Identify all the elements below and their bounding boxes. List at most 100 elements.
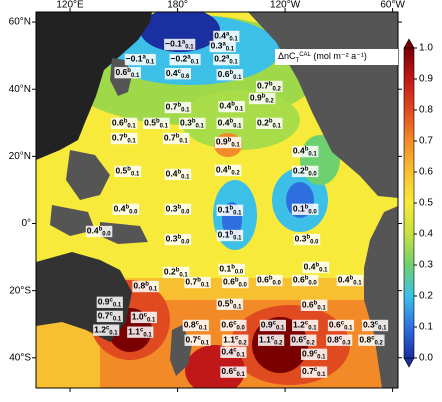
annotation-box [124, 53, 156, 66]
annotation-text: 0.7b0.1 [164, 133, 189, 144]
title-unit: (mol m⁻² a⁻¹) [311, 51, 367, 61]
annotation-sup: c [178, 68, 182, 74]
annotation-text: 0.3c0.1 [363, 320, 387, 331]
annotation-text: 0.6b0.1 [115, 67, 140, 78]
annotation: −0.1a0.1 [164, 38, 196, 51]
annotation-text: 0.6c0.1 [221, 366, 245, 377]
annotation-text: 1.1c0.1 [128, 327, 152, 338]
annotation-text: 0.3b0.0 [166, 204, 191, 215]
annotation-value: 1.1 [259, 335, 271, 345]
annotation-sup: b [305, 275, 309, 281]
annotation-sub: 0.3 [342, 340, 351, 346]
annotation-sub: 0.1 [146, 59, 155, 65]
annotation-value: 0.5 [144, 118, 156, 128]
annotation-sup: a [222, 41, 226, 47]
annotation-sub: 0.0 [308, 280, 317, 286]
annotation-box [214, 164, 242, 177]
annotation-value: 0.1 [219, 264, 231, 274]
annotation-sub: 0.1 [201, 340, 210, 346]
annotation-value: −0.2 [171, 54, 188, 64]
annotation-text: 0.4b0.0 [87, 226, 112, 237]
annotation-sup: b [305, 146, 309, 152]
annotation: 0.7b0.1 [110, 132, 138, 145]
annotation: 0.3a0.1 [209, 40, 236, 53]
annotation: 0.1b0.0 [291, 203, 319, 215]
annotation-value: 0.4 [218, 118, 230, 128]
annotation-sup: b [315, 262, 319, 268]
annotation-box [178, 117, 206, 130]
annotation-box [127, 326, 154, 338]
annotation-box [326, 334, 353, 346]
annotation-value: 0.7 [112, 133, 124, 143]
annotation: 0.5b0.1 [114, 165, 141, 178]
annotation-sub: 0.0 [238, 282, 247, 288]
annotation-value: 0.6 [329, 320, 341, 330]
annotation-text: 0.9c0.1 [98, 297, 122, 308]
annotation-value: 1.2 [293, 320, 305, 330]
colorbar-tick-label: 0.8 [419, 105, 433, 116]
annotation-box [222, 334, 249, 346]
annotation-text: 0.4c0.1 [221, 347, 245, 358]
annotation-box [164, 101, 192, 114]
annotation-sub: 0.1 [233, 304, 242, 310]
annotation-sub: 0.1 [201, 282, 210, 288]
annotation: 0.6b0.1 [110, 117, 138, 130]
annotation: 0.5b0.1 [216, 298, 244, 310]
annotation-value: 0.4 [87, 226, 99, 236]
annotation-value: 0.9 [302, 349, 314, 359]
annotation: 1.0c0.1 [130, 311, 157, 324]
annotation-sup: b [229, 230, 233, 236]
annotation-value: 0.3 [166, 234, 178, 244]
annotation-text: 0.6b0.1 [218, 69, 243, 80]
annotation-sup: b [305, 166, 309, 172]
annotation: 0.4b0.1 [302, 261, 330, 274]
annotation-value: 0.9 [98, 297, 110, 307]
annotation-box [256, 117, 283, 130]
annotation-text: 0.6c0.0 [221, 320, 245, 331]
annotation-sub: 0.1 [317, 372, 326, 378]
annotation-value: 0.2 [257, 118, 269, 128]
annotation-sup: b [269, 275, 273, 281]
annotation-text: 0.7b0.1 [112, 133, 137, 144]
annotation-value: 0.6 [221, 320, 233, 330]
annotation-sub: 0.1 [149, 286, 158, 292]
colorbar-tick-label: 0.5 [419, 198, 433, 209]
annotation-value: 0.4 [114, 204, 126, 214]
annotation-text: 0.7c0.1 [302, 366, 326, 377]
annotation-sup: b [262, 93, 266, 99]
annotation-sup: c [233, 367, 237, 373]
annotation-text: 0.6c0.1 [329, 320, 353, 331]
annotation: 1.1c0.2 [222, 334, 249, 346]
annotation-text: 0.8c0.2 [359, 335, 383, 346]
annotation-box [162, 266, 190, 279]
annotation-text: 0.7b0.2 [257, 81, 282, 92]
annotation-text: 0.3b0.1 [180, 118, 205, 129]
annotation-value: 1.1 [223, 335, 235, 345]
annotation-text: 1.2c0.1 [94, 325, 118, 336]
annotation-text: 0.3b0.0 [295, 234, 320, 245]
annotation-sub: 0.1 [179, 138, 188, 144]
annotation-text: 0.2b0.1 [164, 267, 189, 278]
annotation-box [164, 68, 191, 80]
annotation-sup: b [229, 69, 233, 75]
annotation: 0.6c0.2 [290, 334, 317, 346]
annotation-sub: 0.2 [274, 340, 283, 346]
annotation-box [256, 80, 283, 93]
annotation-box [327, 319, 355, 332]
annotation-text: 0.7c0.1 [98, 311, 122, 322]
annotation: 0.3b0.0 [164, 233, 192, 246]
annotation-box [220, 346, 247, 358]
annotation-sup: b [229, 118, 233, 124]
annotation-box [220, 366, 247, 378]
title-sub: T [296, 58, 300, 64]
annotation: 0.4a0.1 [213, 30, 240, 43]
annotation-value: 0.5 [115, 166, 127, 176]
annotation-box [114, 165, 141, 178]
annotation-box [164, 203, 192, 215]
x-tick-label: 60°W [380, 0, 405, 11]
annotation-sup: b [177, 102, 181, 108]
colorbar-tick-label: 0.6 [419, 167, 433, 178]
annotation-sup: c [314, 349, 318, 355]
annotation-sup: c [140, 327, 144, 333]
colorbar-max-arrow [403, 38, 415, 49]
